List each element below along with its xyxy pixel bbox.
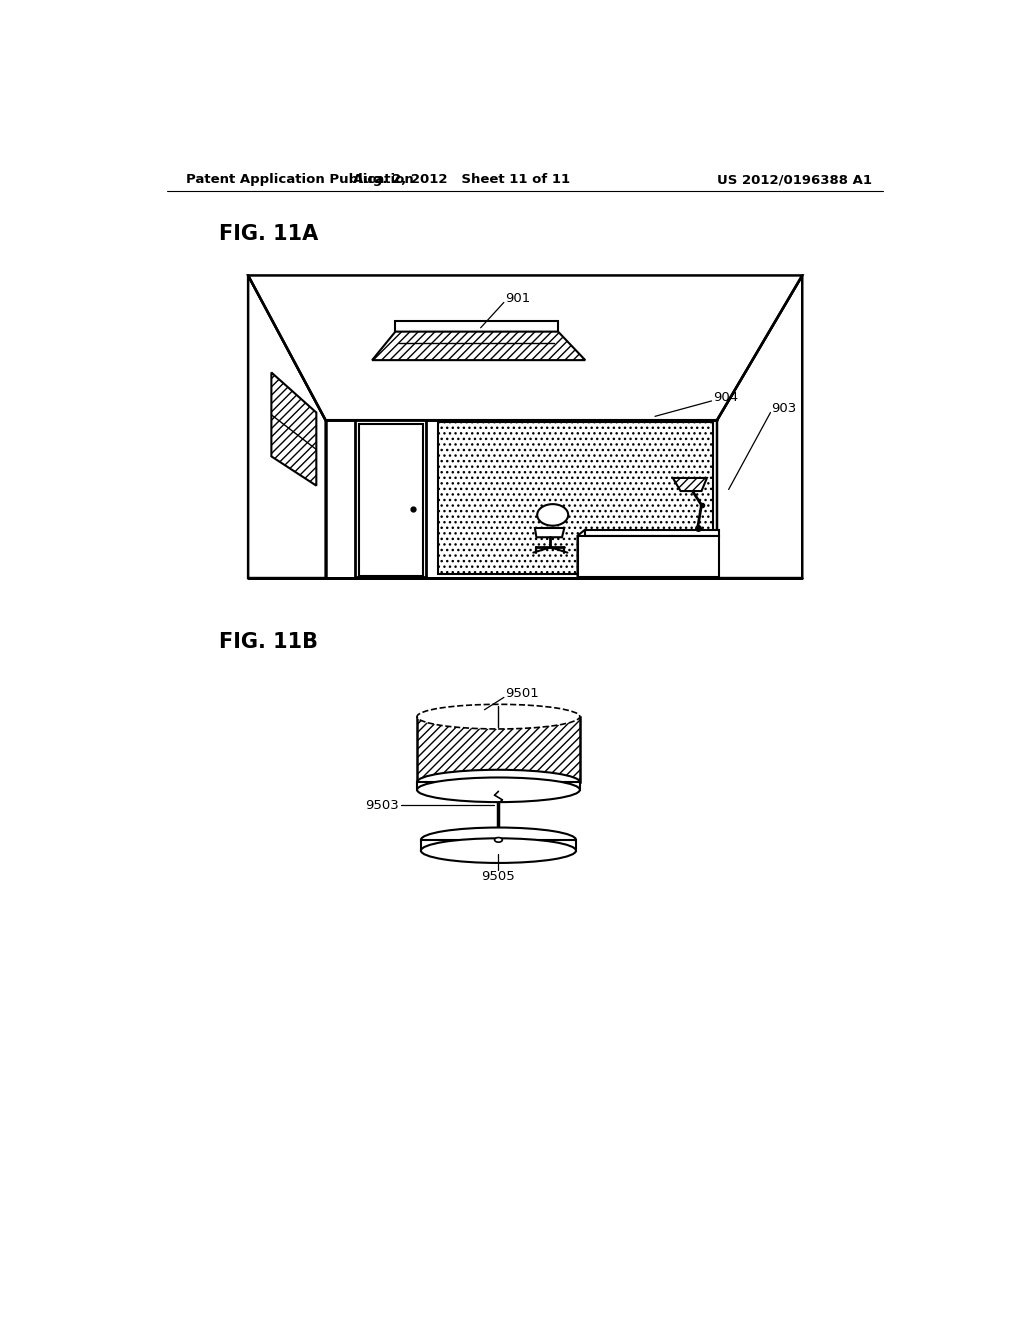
Polygon shape xyxy=(417,781,580,789)
Text: Aug. 2, 2012   Sheet 11 of 11: Aug. 2, 2012 Sheet 11 of 11 xyxy=(352,173,569,186)
Ellipse shape xyxy=(538,504,568,525)
Bar xyxy=(359,424,423,576)
Ellipse shape xyxy=(495,838,503,842)
Text: FIG. 11B: FIG. 11B xyxy=(219,632,318,652)
Text: 9505: 9505 xyxy=(481,870,515,883)
Polygon shape xyxy=(248,276,802,420)
Ellipse shape xyxy=(417,770,580,795)
Ellipse shape xyxy=(417,777,580,803)
Polygon shape xyxy=(717,276,802,578)
Polygon shape xyxy=(586,529,719,536)
Ellipse shape xyxy=(417,705,580,729)
Polygon shape xyxy=(438,422,713,574)
Text: Patent Application Publication: Patent Application Publication xyxy=(186,173,414,186)
Text: FIG. 11A: FIG. 11A xyxy=(219,224,318,244)
Polygon shape xyxy=(421,840,575,850)
Polygon shape xyxy=(417,717,580,781)
Polygon shape xyxy=(535,528,564,537)
Polygon shape xyxy=(673,478,707,491)
Bar xyxy=(355,420,426,577)
Polygon shape xyxy=(578,529,586,577)
Polygon shape xyxy=(248,276,326,578)
Text: 901: 901 xyxy=(506,292,530,305)
Polygon shape xyxy=(578,536,719,577)
Polygon shape xyxy=(271,372,316,486)
Text: 9503: 9503 xyxy=(366,799,399,812)
Ellipse shape xyxy=(421,838,575,863)
Text: US 2012/0196388 A1: US 2012/0196388 A1 xyxy=(717,173,872,186)
Polygon shape xyxy=(395,321,558,331)
Polygon shape xyxy=(372,331,586,360)
Text: 9501: 9501 xyxy=(506,686,540,700)
Polygon shape xyxy=(326,420,717,578)
Text: 904: 904 xyxy=(713,391,738,404)
Text: 903: 903 xyxy=(771,403,797,416)
Ellipse shape xyxy=(421,828,575,853)
